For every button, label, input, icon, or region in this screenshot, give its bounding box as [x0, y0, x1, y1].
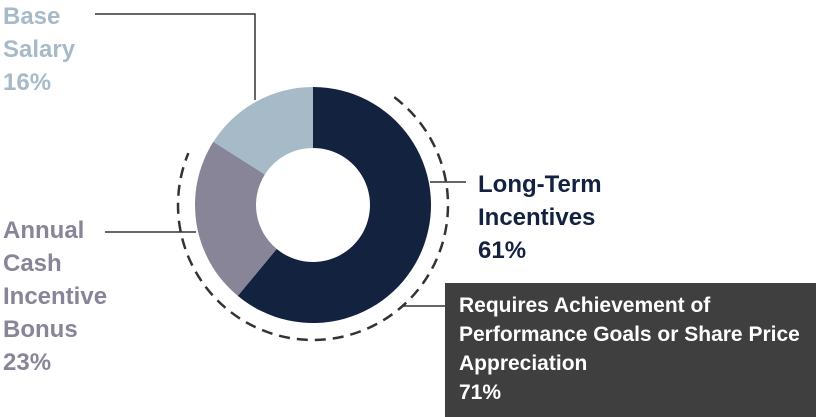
slice-label: Long-Term Incentives 61%: [478, 168, 638, 267]
donut-slice: [237, 87, 431, 324]
donut-slice: [195, 141, 277, 296]
annotation-text: Requires Achievement of Performance Goal…: [459, 294, 800, 375]
annotation-box: Requires Achievement of Performance Goal…: [445, 283, 816, 417]
annotation-arc: [176, 96, 450, 342]
slice-value: 23%: [3, 349, 52, 376]
slice-label: Base Salary 16%: [3, 0, 93, 99]
leader-line: [95, 13, 256, 100]
slice-label: Annual Cash Incentive Bonus 23%: [3, 214, 128, 379]
slice-name: Annual Cash Incentive Bonus: [3, 217, 108, 343]
slice-value: 61%: [478, 237, 527, 264]
annotation-value: 71%: [459, 381, 502, 404]
slice-value: 16%: [3, 69, 52, 96]
slice-name: Base Salary: [3, 3, 76, 63]
donut-slice: [213, 87, 313, 175]
slice-name: Long-Term Incentives: [478, 171, 602, 231]
